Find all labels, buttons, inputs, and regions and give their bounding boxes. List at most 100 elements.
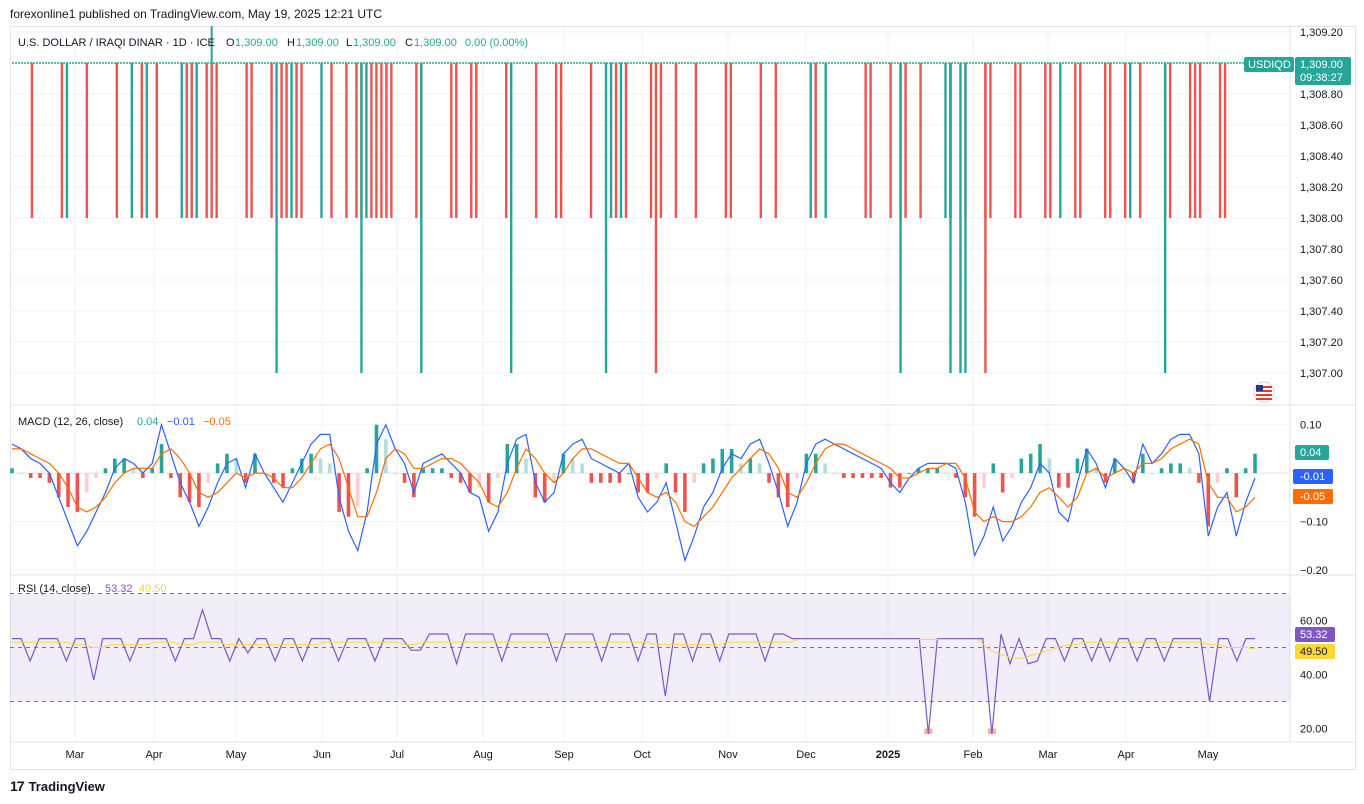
- ticker-badge-text: USDIQD: [1248, 59, 1291, 71]
- macd-histogram-bar: [655, 473, 659, 478]
- macd-tick-label: −0.10: [1300, 517, 1328, 529]
- bullish-bar: [275, 63, 278, 373]
- bullish-bar: [899, 63, 902, 373]
- price-badge-bg: [1295, 57, 1351, 85]
- bearish-bar: [1193, 63, 1197, 218]
- low-label: L: [346, 37, 352, 49]
- bullish-bar: [619, 63, 623, 218]
- bearish-bar: [270, 63, 273, 218]
- close-label: C: [405, 37, 413, 49]
- time-axis: Mar Apr May Jun Jul Aug Sep Oct Nov Dec 2025 Feb Mar…: [66, 749, 1219, 761]
- macd-histogram-bar: [617, 473, 622, 483]
- macd-histogram-bar: [477, 473, 482, 488]
- macd-hist-value: 0.04: [137, 416, 158, 428]
- bearish-bar: [614, 63, 618, 218]
- price-tick-label: 1,307.40: [1300, 306, 1343, 318]
- macd-histogram-bar: [907, 473, 912, 475]
- bearish-bar: [759, 63, 762, 218]
- bearish-bar: [280, 63, 283, 218]
- symbol-title: U.S. DOLLAR / IRAQI DINAR · 1D · ICE: [18, 37, 215, 49]
- macd-histogram-bar: [346, 473, 351, 517]
- bearish-bar: [450, 63, 453, 218]
- time-tick-label: Mar: [1039, 749, 1058, 761]
- bearish-bar: [345, 63, 348, 218]
- macd-histogram-bar: [729, 448, 734, 474]
- bullish-bar: [509, 63, 513, 373]
- rsi-legend[interactable]: RSI (14, close) 53.32 49.50: [18, 583, 167, 595]
- macd-histogram-bar: [963, 473, 968, 498]
- macd-histogram-bar: [785, 473, 790, 508]
- bearish-bar: [140, 63, 143, 218]
- rsi-ma-badge-text: 49.50: [1300, 646, 1328, 658]
- macd-histogram-bar: [1178, 463, 1183, 474]
- bullish-bar: [949, 63, 952, 373]
- macd-histogram-bar: [926, 468, 930, 474]
- macd-histogram-bar: [645, 473, 650, 493]
- us-flag-icon[interactable]: [1253, 381, 1275, 403]
- macd-histogram-bar: [1131, 473, 1136, 483]
- time-tick-label: Jun: [313, 749, 331, 761]
- macd-histogram-bar: [1225, 468, 1229, 474]
- macd-histogram-bar: [832, 473, 837, 475]
- price-badge-countdown: 09:38:27: [1300, 72, 1343, 84]
- bullish-bar: [130, 63, 134, 218]
- bearish-bar: [330, 63, 333, 218]
- macd-histogram-bar: [954, 473, 958, 478]
- macd-histogram-bar: [1150, 473, 1154, 475]
- main-legend[interactable]: U.S. DOLLAR / IRAQI DINAR · 1D · ICE O 1…: [18, 37, 528, 49]
- macd-histogram-bar: [187, 473, 192, 503]
- bullish-bar: [360, 63, 363, 373]
- bullish-bar: [180, 63, 183, 218]
- macd-lines: [11, 422, 1256, 563]
- macd-line-badge-text: -0.01: [1300, 471, 1325, 483]
- bearish-bar: [814, 63, 817, 218]
- bullish-bar: [195, 63, 198, 218]
- macd-histogram-bar: [795, 473, 799, 478]
- macd-histogram-bar: [627, 473, 631, 475]
- ticker-badge-bg: [1244, 57, 1294, 72]
- bearish-bar: [1104, 63, 1107, 218]
- bearish-bar: [30, 63, 34, 218]
- bearish-bar: [554, 63, 558, 218]
- macd-histogram-bar: [178, 473, 183, 498]
- bearish-bar: [185, 63, 188, 218]
- bearish-bar: [415, 63, 418, 218]
- macd-histogram-bar: [888, 473, 893, 488]
- macd-histogram-bar: [1066, 473, 1070, 488]
- macd-signal-badge: [1293, 489, 1333, 504]
- bullish-bar: [420, 63, 423, 373]
- bearish-bar: [919, 63, 922, 218]
- bearish-bar: [115, 63, 119, 218]
- price-tick-label: 1,308.60: [1300, 120, 1343, 132]
- rsi-tick-label: 60.00: [1300, 616, 1328, 628]
- macd-histogram-bar: [683, 473, 687, 512]
- macd-histogram-bar: [748, 458, 753, 474]
- bearish-bar: [1198, 63, 1202, 218]
- price-badge-value: 1,309.00: [1300, 59, 1343, 71]
- macd-signal-value: −0.05: [203, 416, 231, 428]
- bearish-bar: [1014, 63, 1017, 218]
- macd-histogram-bar: [935, 468, 940, 474]
- macd-histogram-bar: [47, 473, 52, 483]
- high-label: H: [287, 37, 295, 49]
- macd-histogram-bar: [1122, 473, 1126, 475]
- bearish-bar: [245, 63, 248, 218]
- macd-histogram-bar: [608, 473, 612, 483]
- macd-legend[interactable]: MACD (12, 26, close) 0.04 −0.01 −0.05: [18, 416, 231, 428]
- tradingview-logo-icon: 17: [10, 778, 25, 794]
- macd-histogram: [10, 424, 1257, 527]
- macd-histogram-bar: [664, 463, 669, 474]
- time-tick-label: May: [226, 749, 247, 761]
- bearish-bar: [559, 63, 563, 218]
- macd-histogram-bar: [75, 473, 80, 512]
- signal-line: [12, 438, 1256, 528]
- rsi-ma-value: 49.50: [139, 583, 167, 595]
- tradingview-footer[interactable]: 17 TradingView: [10, 778, 105, 794]
- last-price-badge[interactable]: USDIQD 1,309.00 09:38:27: [1244, 57, 1351, 85]
- macd-tick-label: −0.20: [1300, 565, 1328, 577]
- macd-histogram-bar: [580, 463, 584, 474]
- macd-hist-badge-text: 0.04: [1300, 447, 1321, 459]
- macd-histogram-bar: [776, 473, 781, 498]
- bearish-bar: [1044, 63, 1047, 218]
